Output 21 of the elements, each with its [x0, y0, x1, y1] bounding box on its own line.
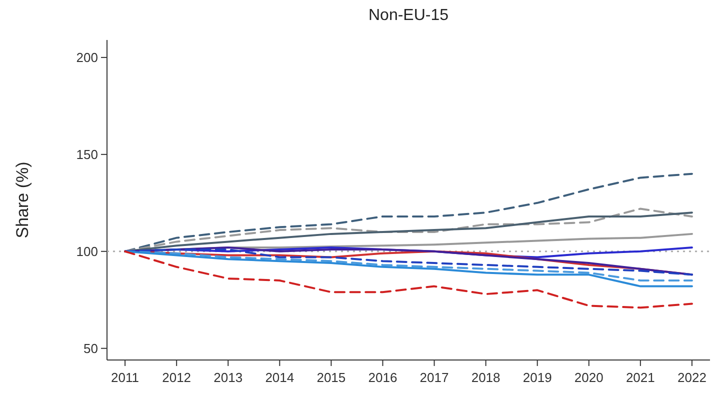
x-tick-label: 2012 [162, 370, 192, 385]
y-tick-label: 50 [84, 340, 98, 356]
y-axis-title: Share (%) [13, 162, 32, 238]
x-tick-label: 2011 [111, 370, 140, 385]
y-tick-label: 200 [76, 50, 98, 66]
x-tick-label: 2017 [420, 370, 449, 385]
x-tick-label: 2018 [471, 370, 500, 385]
x-tick-label: 2021 [626, 370, 655, 385]
x-tick-label: 2019 [522, 370, 552, 385]
line-series [124, 250, 693, 309]
line-series [124, 250, 693, 288]
y-tick-label: 150 [76, 146, 98, 162]
x-tick-label: 2014 [265, 370, 294, 385]
y-tick-label: 100 [76, 244, 98, 259]
x-tick-label: 2016 [368, 370, 398, 385]
x-tick-label: 2015 [316, 370, 346, 385]
x-tick-label: 2022 [678, 370, 706, 385]
line-series [124, 250, 693, 282]
x-tick-label: 2013 [214, 370, 243, 385]
chart-title: Non-EU-15 [368, 7, 449, 24]
x-tick-label: 2020 [574, 370, 604, 385]
